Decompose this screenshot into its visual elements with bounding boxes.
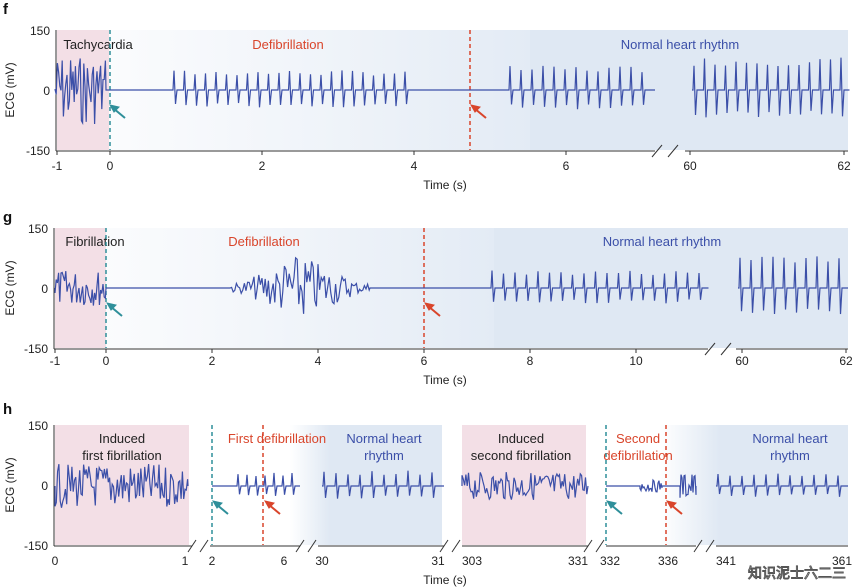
ytick-h-mid: 0 (41, 479, 48, 493)
xtick-h-30: 30 (315, 554, 329, 568)
xtick-f-60: 60 (683, 159, 697, 173)
region-label-tachycardia: Tachycardia (63, 37, 133, 52)
xtick-g-62: 62 (839, 354, 853, 368)
region-label-normal-h2b: rhythm (770, 448, 810, 463)
region-label-induced-1a: Induced (99, 431, 145, 446)
region-label-defibrillation-g: Defibrillation (228, 234, 300, 249)
ecg-trace-g (54, 256, 848, 315)
ytick-g-top: 150 (28, 222, 48, 236)
arrow-teal-g (106, 302, 123, 317)
region-label-normal-h1a: Normal heart (346, 431, 422, 446)
ylabel-f: ECG (mV) (3, 62, 17, 117)
region-label-normal-g: Normal heart rhythm (603, 234, 721, 249)
ylabel-g: ECG (mV) (3, 260, 17, 315)
ecg-trace-h (54, 463, 848, 508)
region-label-defibrillation-f: Defibrillation (252, 37, 324, 52)
region-label-second-defib-a: Second (616, 431, 660, 446)
arrow-teal-f (109, 104, 126, 119)
region-label-induced-1b: first fibrillation (82, 448, 161, 463)
xtick-g-4: 4 (315, 354, 322, 368)
panel-letter-h: h (3, 401, 12, 418)
arrow-red-h1 (264, 500, 281, 515)
xtick-f-6: 6 (563, 159, 570, 173)
xtick-f-4: 4 (411, 159, 418, 173)
arrow-teal-h2 (606, 500, 623, 515)
xtick-f-m1: -1 (52, 159, 63, 173)
arrow-red-h2 (666, 500, 683, 515)
ytick-h-bottom: -150 (24, 539, 48, 553)
xtick-h-332: 332 (600, 554, 620, 568)
watermark: 知识泥士六二三 (748, 565, 846, 582)
xtick-h-0: 0 (52, 554, 59, 568)
region-bg-fibrillation-g (55, 228, 106, 348)
ytick-h-top: 150 (28, 419, 48, 433)
xtick-h-336: 336 (658, 554, 678, 568)
region-label-first-defib: First defibrillation (228, 431, 326, 446)
region-bg-fade-2 (660, 425, 720, 545)
panel-letter-f: f (3, 1, 9, 18)
xtick-g-6: 6 (421, 354, 428, 368)
ytick-g-bottom: -150 (24, 342, 48, 356)
region-bg-first-defib (210, 425, 305, 545)
xtick-h-331: 331 (568, 554, 588, 568)
region-label-normal-f: Normal heart rhythm (621, 37, 739, 52)
panel-f: f 150 0 -150 ECG (mV) -1 0 2 4 6 60 62 (3, 1, 851, 192)
x-axis-h (54, 539, 848, 553)
region-label-induced-2a: Induced (498, 431, 544, 446)
xtick-h-31: 31 (431, 554, 445, 568)
xtick-g-60: 60 (735, 354, 749, 368)
region-label-normal-h1b: rhythm (364, 448, 404, 463)
xtick-g-0: 0 (103, 354, 110, 368)
ecg-trace-f (54, 57, 850, 126)
ytick-f-top: 150 (30, 24, 50, 38)
xtick-h-1: 1 (182, 554, 189, 568)
xtick-h-6: 6 (281, 554, 288, 568)
xtick-g-8: 8 (527, 354, 534, 368)
arrow-red-f (470, 104, 487, 119)
xlabel-h: Time (s) (423, 573, 467, 587)
xlabel-g: Time (s) (423, 373, 467, 387)
xtick-g-10: 10 (629, 354, 643, 368)
region-label-normal-h2a: Normal heart (752, 431, 828, 446)
arrow-red-g (424, 302, 441, 317)
xtick-g-m1: -1 (50, 354, 61, 368)
xlabel-f: Time (s) (423, 178, 467, 192)
ytick-f-mid: 0 (43, 84, 50, 98)
panel-g: g 150 0 -150 ECG (mV) -1 0 2 4 6 8 10 60… (3, 209, 853, 387)
panel-h: h 150 0 -150 ECG (mV) 0 1 2 (3, 401, 852, 587)
arrow-teal-h1 (212, 500, 229, 515)
xtick-h-2: 2 (209, 554, 216, 568)
panel-letter-g: g (3, 209, 12, 226)
xtick-h-361: 361 (832, 554, 852, 568)
ytick-f-bottom: -150 (26, 144, 50, 158)
region-label-fibrillation: Fibrillation (65, 234, 124, 249)
region-label-second-defib-b: defibrillation (603, 448, 672, 463)
xtick-h-341: 341 (716, 554, 736, 568)
ylabel-h: ECG (mV) (3, 457, 17, 512)
xtick-g-2: 2 (209, 354, 216, 368)
region-label-induced-2b: second fibrillation (471, 448, 571, 463)
xtick-f-62: 62 (837, 159, 851, 173)
xtick-f-0: 0 (107, 159, 114, 173)
ytick-g-mid: 0 (41, 282, 48, 296)
xtick-h-303: 303 (462, 554, 482, 568)
xtick-f-2: 2 (259, 159, 266, 173)
